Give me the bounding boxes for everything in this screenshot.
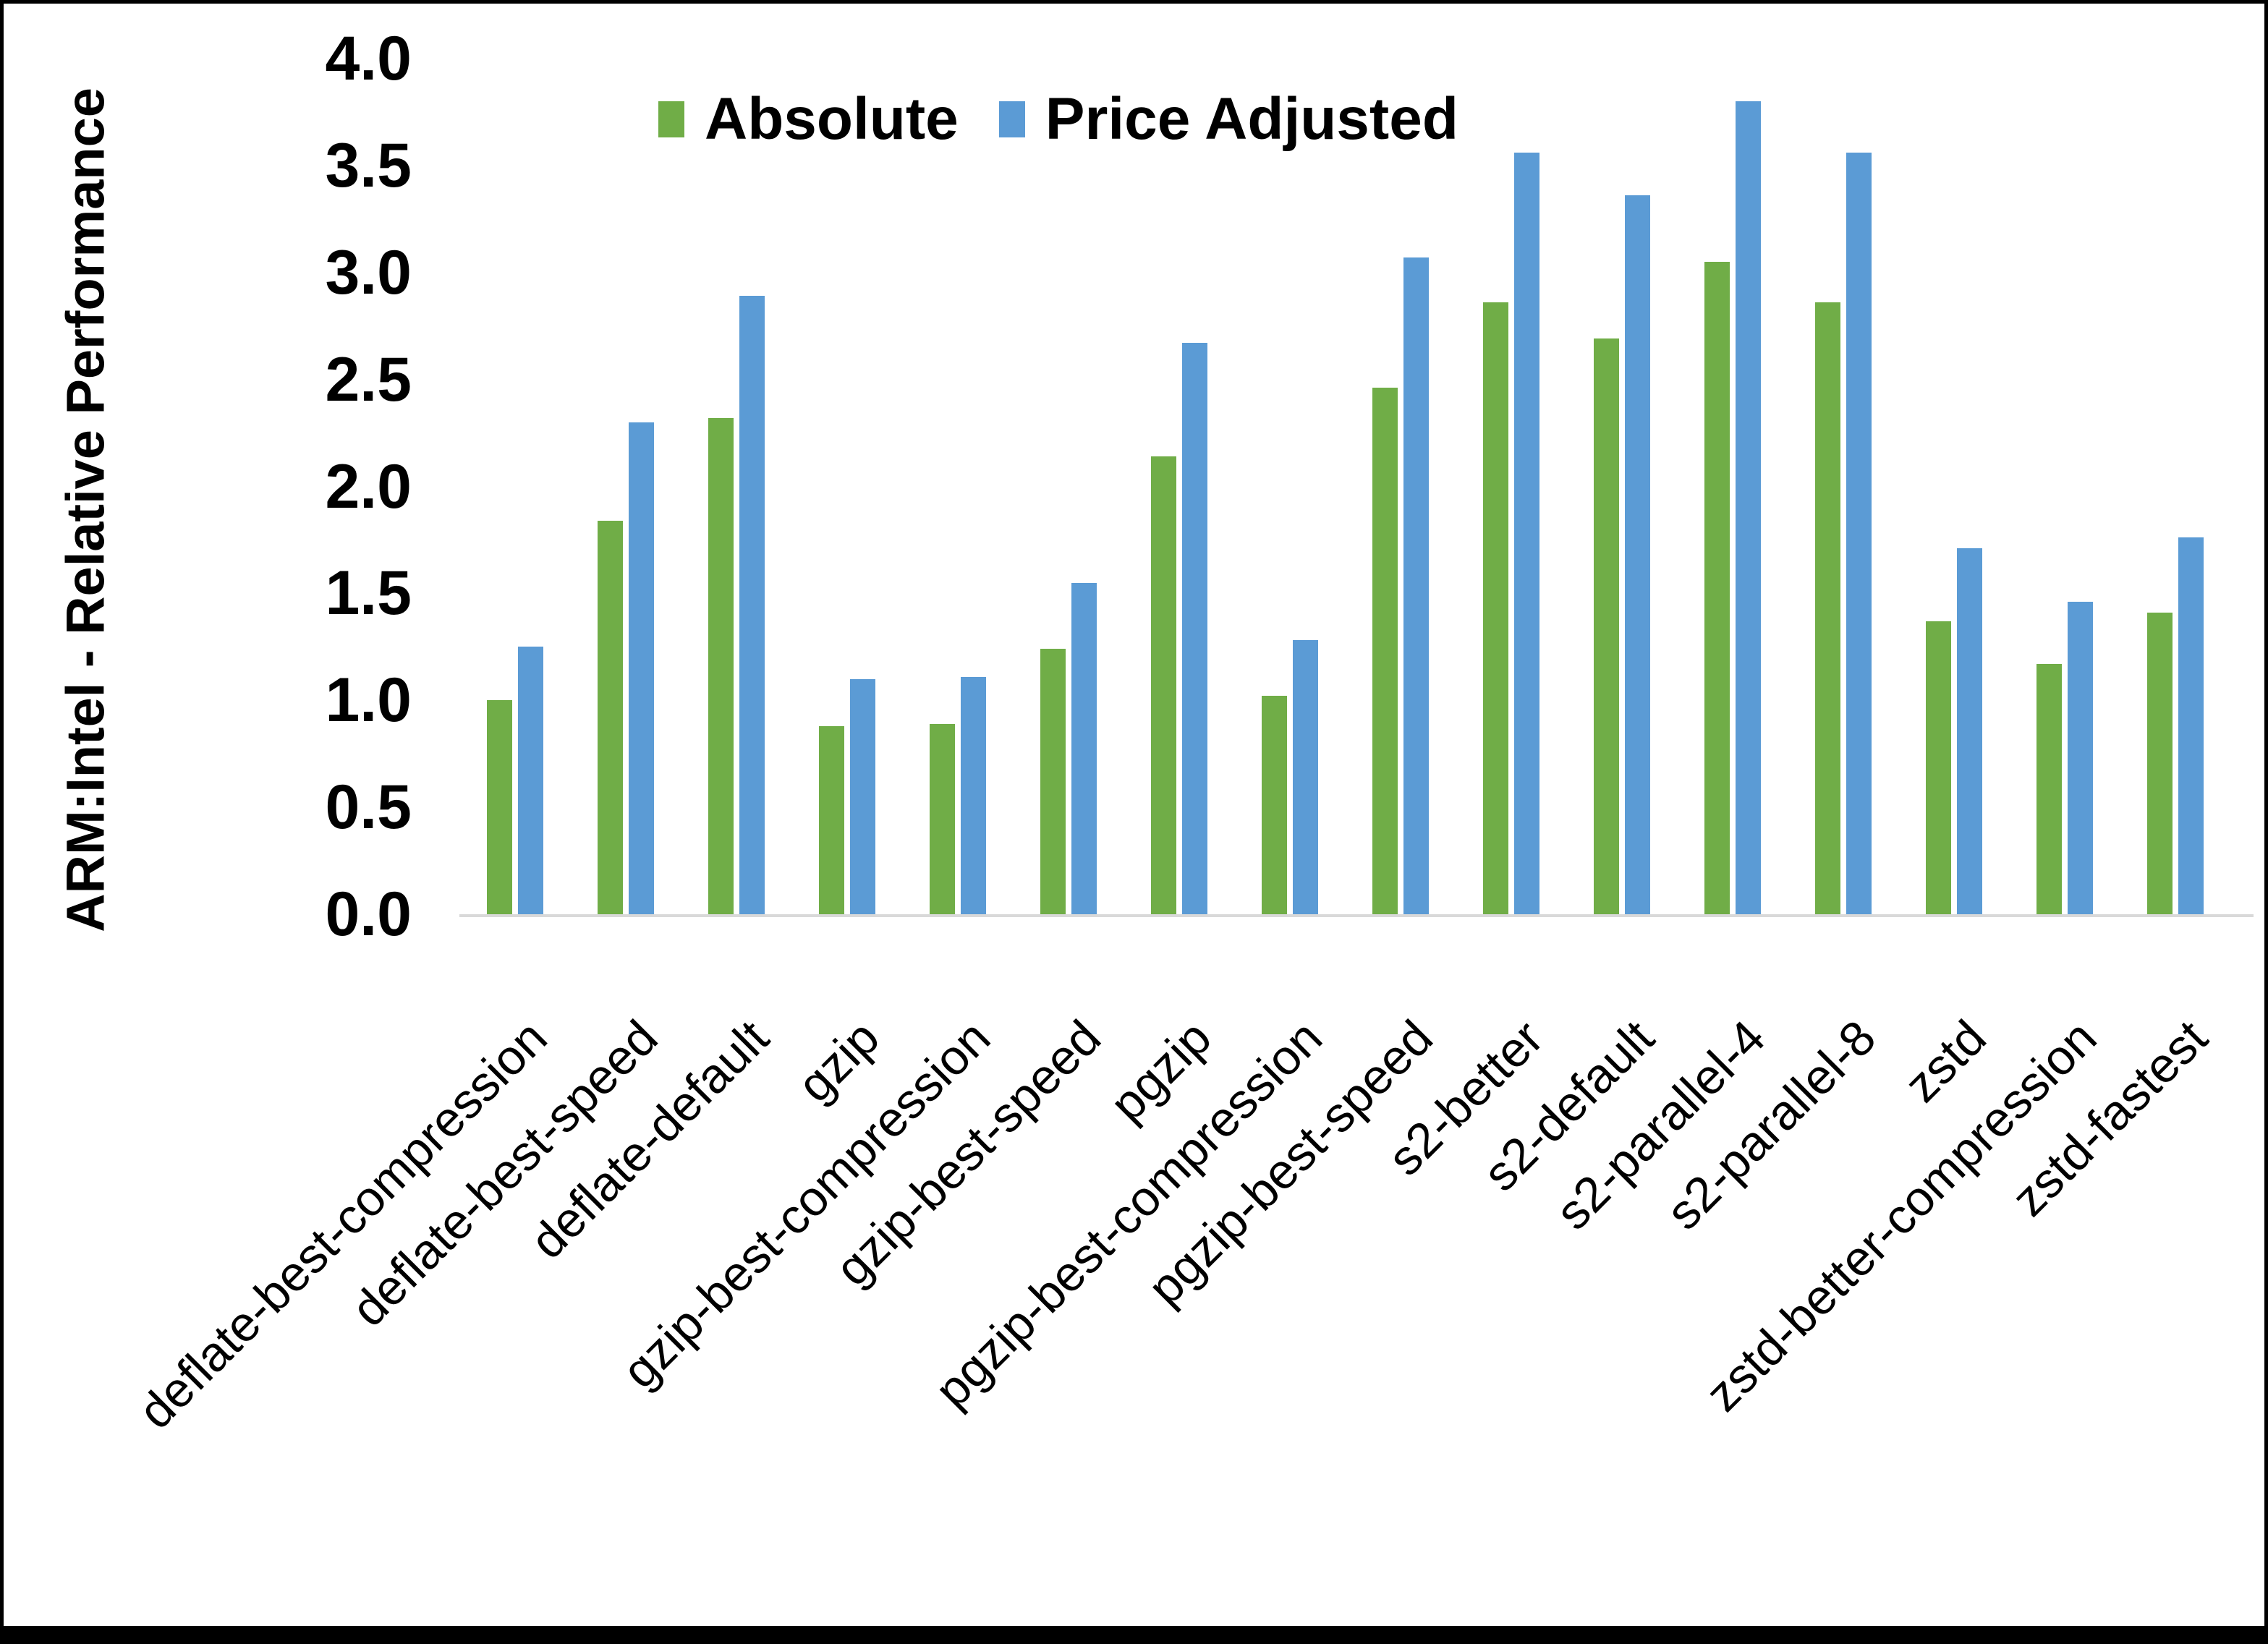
legend-swatch-icon xyxy=(658,101,684,137)
bar-price-adjusted-s2-parallel-4 xyxy=(1736,101,1761,914)
y-tick-label-3.0: 3.0 xyxy=(325,238,412,307)
bar-absolute-gzip-best-speed xyxy=(1040,649,1066,914)
legend-item-price-adjusted: Price Adjusted xyxy=(998,86,1458,152)
legend-item-absolute: Absolute xyxy=(658,89,959,150)
bar-price-adjusted-s2-parallel-8 xyxy=(1846,153,1872,914)
bar-price-adjusted-pgzip-best-speed xyxy=(1403,257,1429,914)
bar-price-adjusted-s2-default xyxy=(1625,195,1650,914)
bar-absolute-s2-parallel-4 xyxy=(1704,262,1730,914)
y-tick-label-1.5: 1.5 xyxy=(325,558,412,628)
bar-price-adjusted-zstd-better-compression xyxy=(2068,602,2093,914)
y-tick-label-2.5: 2.5 xyxy=(325,345,412,414)
bar-price-adjusted-gzip xyxy=(850,679,875,914)
bar-absolute-s2-default xyxy=(1594,338,1619,914)
y-tick-label-1.0: 1.0 xyxy=(325,665,412,735)
chart-legend: Absolute Price Adjusted xyxy=(658,89,1458,150)
bar-price-adjusted-gzip-best-compression xyxy=(961,677,986,914)
bar-absolute-zstd-better-compression xyxy=(2036,664,2062,914)
bar-absolute-zstd-fastest xyxy=(2147,613,2173,914)
bar-absolute-s2-parallel-8 xyxy=(1815,302,1840,914)
bar-absolute-pgzip xyxy=(1151,456,1176,914)
bar-absolute-gzip xyxy=(819,726,844,914)
bar-price-adjusted-deflate-best-speed xyxy=(629,422,654,914)
bar-price-adjusted-deflate-default xyxy=(739,296,765,914)
x-axis-line xyxy=(459,914,2254,917)
y-tick-label-0.5: 0.5 xyxy=(325,772,412,842)
bar-absolute-pgzip-best-speed xyxy=(1372,388,1398,914)
bar-price-adjusted-pgzip-best-compression xyxy=(1293,640,1318,914)
bar-absolute-gzip-best-compression xyxy=(930,724,955,914)
bar-absolute-pgzip-best-compression xyxy=(1262,696,1287,914)
window-bottom-border xyxy=(4,1626,2264,1640)
bar-absolute-zstd xyxy=(1926,621,1951,914)
y-tick-label-0.0: 0.0 xyxy=(325,880,412,949)
bar-price-adjusted-deflate-best-compression xyxy=(518,647,543,914)
bar-absolute-deflate-best-speed xyxy=(598,521,623,914)
bar-price-adjusted-gzip-best-speed xyxy=(1071,583,1097,914)
legend-label: Absolute xyxy=(705,86,959,152)
bar-price-adjusted-pgzip xyxy=(1182,343,1207,914)
bar-absolute-deflate-default xyxy=(708,418,734,914)
bar-price-adjusted-zstd-fastest xyxy=(2178,537,2204,914)
y-tick-label-4.0: 4.0 xyxy=(325,24,412,93)
bar-price-adjusted-s2-better xyxy=(1514,153,1539,914)
legend-swatch-icon xyxy=(998,101,1025,137)
bar-price-adjusted-zstd xyxy=(1957,548,1982,914)
bar-absolute-deflate-best-compression xyxy=(487,700,512,914)
y-tick-label-2.0: 2.0 xyxy=(325,452,412,521)
y-tick-label-3.5: 3.5 xyxy=(325,131,412,200)
bar-absolute-s2-better xyxy=(1483,302,1508,914)
y-axis-title: ARM:Intel - Relative Performance xyxy=(55,88,116,932)
legend-label: Price Adjusted xyxy=(1045,86,1458,152)
